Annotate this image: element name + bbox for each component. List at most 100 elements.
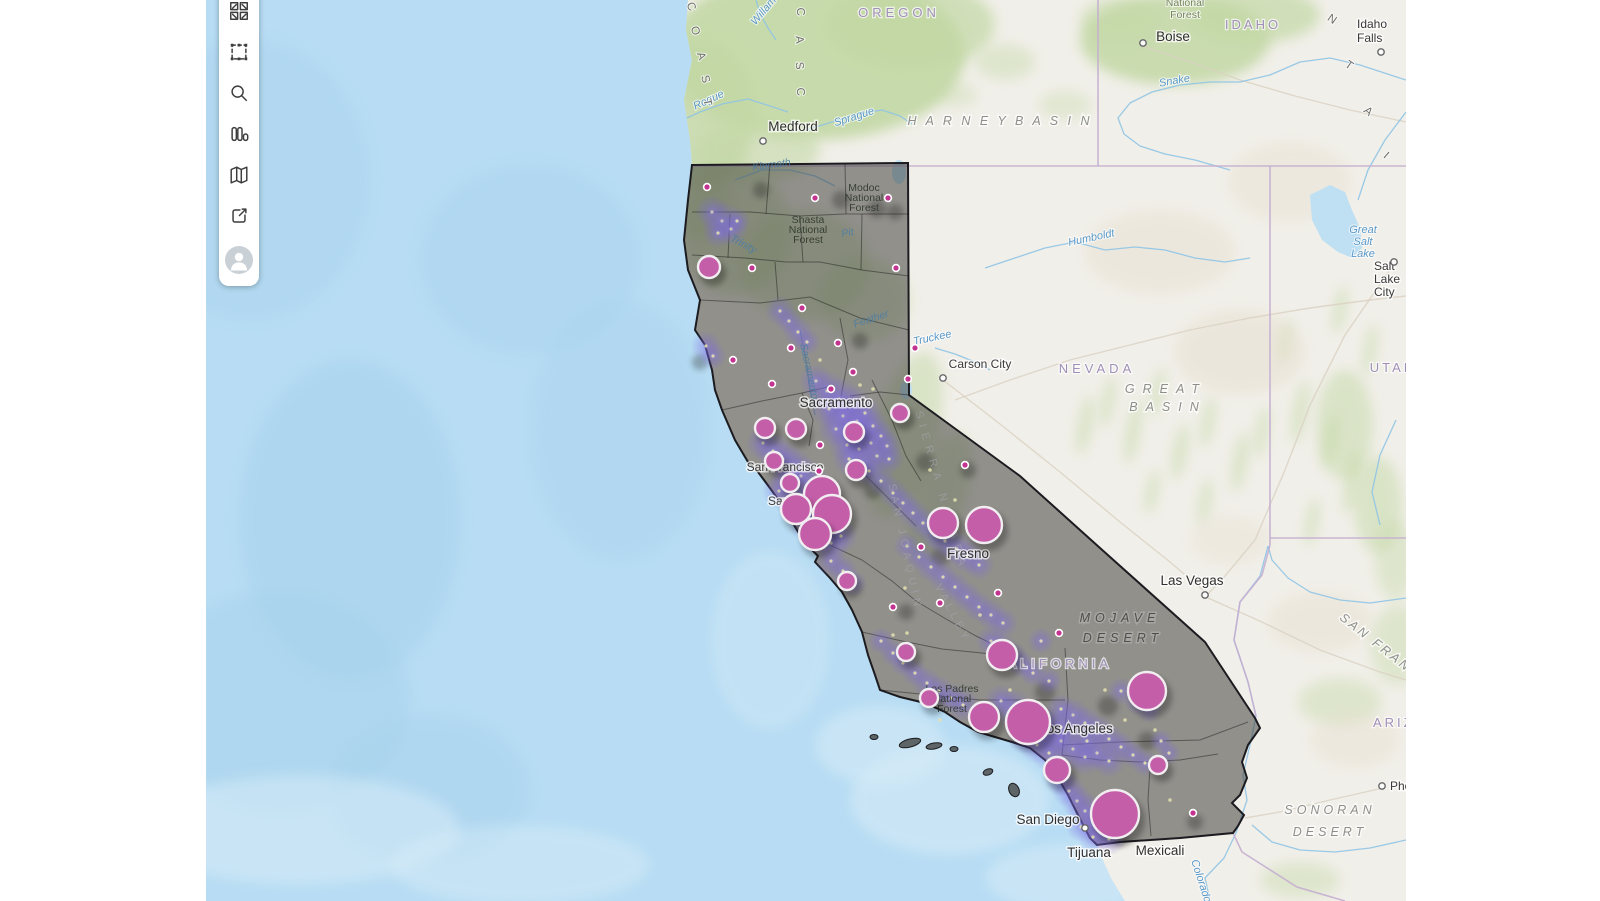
data-bubble[interactable] bbox=[1126, 670, 1168, 712]
data-point-small[interactable] bbox=[891, 263, 901, 273]
map-toolbar bbox=[219, 0, 259, 286]
map-label: Mexicali bbox=[1136, 843, 1185, 858]
city-marker bbox=[1390, 258, 1398, 266]
select-region-button[interactable] bbox=[226, 39, 252, 65]
map-label: National bbox=[789, 224, 828, 236]
data-bubble[interactable] bbox=[836, 570, 858, 592]
map-label: Klamath bbox=[752, 156, 792, 173]
data-bubble[interactable] bbox=[985, 638, 1019, 672]
data-point-small[interactable] bbox=[888, 602, 898, 612]
data-point-small[interactable] bbox=[786, 343, 796, 353]
data-bubble[interactable] bbox=[889, 402, 911, 424]
data-bubble[interactable] bbox=[842, 420, 866, 444]
lake bbox=[1310, 185, 1362, 258]
data-point-small[interactable] bbox=[728, 355, 738, 365]
data-point-small[interactable] bbox=[833, 338, 843, 348]
user-avatar-button[interactable] bbox=[225, 246, 253, 274]
search-icon bbox=[231, 85, 248, 102]
data-point-small[interactable] bbox=[916, 542, 926, 552]
data-point-small[interactable] bbox=[810, 193, 820, 203]
map-label: Modoc bbox=[848, 182, 880, 194]
data-bubble[interactable] bbox=[918, 687, 940, 709]
data-bubble[interactable] bbox=[967, 700, 1001, 734]
data-point-small[interactable] bbox=[910, 343, 920, 353]
map-label: T bbox=[700, 98, 713, 107]
island bbox=[925, 742, 943, 750]
river-line bbox=[684, 98, 789, 123]
map-label: Tijuana bbox=[1067, 845, 1111, 860]
data-bubble[interactable] bbox=[1004, 698, 1052, 746]
map-label: City bbox=[1374, 285, 1395, 299]
map-label: Forest bbox=[793, 234, 823, 246]
data-point-small[interactable] bbox=[815, 440, 825, 450]
state-border bbox=[1232, 832, 1346, 901]
data-bubble[interactable] bbox=[763, 450, 785, 472]
map-label: ARIZONA bbox=[1373, 715, 1452, 730]
city-marker bbox=[1139, 39, 1147, 47]
data-point-small[interactable] bbox=[1188, 808, 1198, 818]
map-label: Forest bbox=[849, 202, 879, 214]
data-bubble[interactable] bbox=[779, 492, 813, 526]
data-bubble[interactable] bbox=[895, 641, 917, 663]
data-bubble[interactable] bbox=[1147, 754, 1169, 776]
data-point-small[interactable] bbox=[767, 379, 777, 389]
map-label: Boise bbox=[1156, 29, 1190, 44]
data-point-small[interactable] bbox=[993, 588, 1003, 598]
data-point-small[interactable] bbox=[747, 263, 757, 273]
data-bubble[interactable] bbox=[797, 516, 833, 552]
county-border bbox=[699, 296, 910, 331]
map-label: H A R N E Y B A S I N bbox=[907, 114, 1092, 128]
county-border bbox=[799, 215, 804, 263]
data-bubble[interactable] bbox=[696, 254, 722, 280]
bubble-layer bbox=[696, 254, 1173, 846]
map-label: Fresno bbox=[947, 546, 989, 561]
data-point-small[interactable] bbox=[903, 374, 913, 384]
search-button[interactable] bbox=[226, 80, 252, 106]
map-label: Los Angeles bbox=[1039, 721, 1113, 736]
river-line bbox=[805, 109, 913, 131]
city-marker bbox=[759, 137, 767, 145]
data-point-small[interactable] bbox=[1054, 628, 1064, 638]
data-bubble[interactable] bbox=[1042, 755, 1072, 785]
county-border bbox=[1147, 767, 1152, 837]
overview-extent-button[interactable] bbox=[226, 0, 252, 24]
map-label: OREGON bbox=[858, 5, 940, 20]
data-point-small[interactable] bbox=[826, 384, 836, 394]
data-point-small[interactable] bbox=[848, 367, 858, 377]
data-bubble[interactable] bbox=[779, 472, 801, 494]
state-border bbox=[1233, 544, 1271, 717]
data-point-small[interactable] bbox=[814, 466, 824, 476]
river-line bbox=[1117, 57, 1406, 171]
map-label: Forest bbox=[1170, 9, 1200, 21]
data-bubble[interactable] bbox=[1089, 788, 1141, 840]
map-label: C bbox=[794, 87, 807, 96]
map-label: Los Padres bbox=[925, 683, 978, 695]
map-label: SONORAN bbox=[1284, 803, 1375, 817]
island bbox=[1008, 782, 1020, 798]
data-point-small[interactable] bbox=[702, 182, 712, 192]
data-bubble[interactable] bbox=[926, 506, 960, 540]
data-point-small[interactable] bbox=[797, 303, 807, 313]
basemap-button[interactable] bbox=[226, 162, 252, 188]
map-label: IDAHO bbox=[1225, 17, 1281, 32]
chart-button[interactable] bbox=[226, 121, 252, 147]
data-point-small[interactable] bbox=[960, 460, 970, 470]
data-point-small[interactable] bbox=[883, 193, 893, 203]
island bbox=[869, 734, 879, 740]
map-label: BASIN bbox=[1129, 400, 1207, 414]
map-label: Salt bbox=[1354, 236, 1374, 248]
data-bubble[interactable] bbox=[844, 458, 868, 482]
city-marker bbox=[1377, 48, 1385, 56]
map-label: UTAH bbox=[1370, 360, 1416, 375]
map-label: A bbox=[793, 35, 806, 44]
data-bubble[interactable] bbox=[753, 416, 777, 440]
map-label: Great bbox=[1349, 224, 1377, 236]
data-bubble[interactable] bbox=[964, 505, 1004, 545]
data-point-small[interactable] bbox=[935, 598, 945, 608]
person-icon bbox=[230, 252, 248, 271]
data-bubble[interactable] bbox=[784, 417, 808, 441]
share-button[interactable] bbox=[226, 203, 252, 229]
map-label: DESERT bbox=[1083, 631, 1163, 645]
map-label: Lake bbox=[1351, 248, 1375, 260]
